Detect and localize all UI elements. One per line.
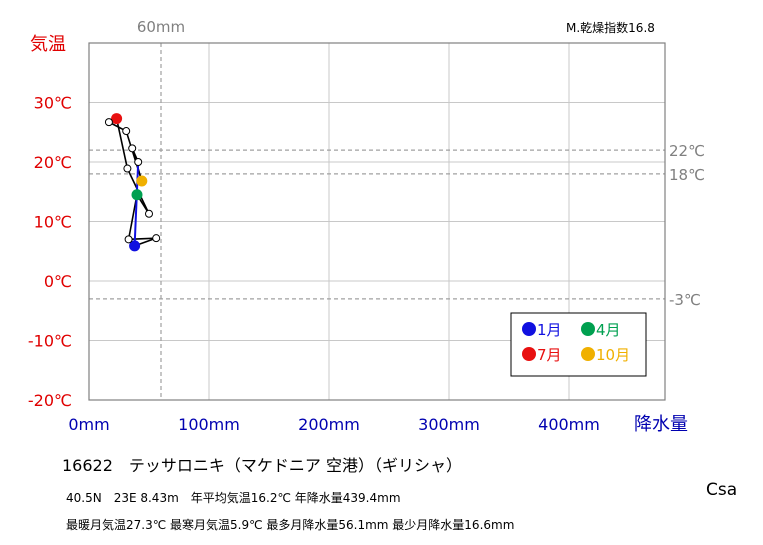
month-point-7 (111, 113, 123, 125)
month-segment (133, 161, 140, 246)
legend: 1月 4月 7月 10月 (510, 312, 647, 377)
ref-label-60mm: 60mm (137, 18, 185, 36)
ref-label-18c: 18℃ (669, 166, 705, 184)
legend-label: 1月 (537, 321, 562, 339)
month-point-6 (123, 164, 132, 173)
station-info-line-2: 最暖月気温27.3℃ 最寒月気温5.9℃ 最多月降水量56.1mm 最少月降水量… (66, 518, 515, 532)
legend-label: 7月 (537, 346, 562, 364)
reference-lines: 60mm 22℃ 18℃ -3℃ (89, 18, 705, 400)
climate-class: Csa (706, 480, 738, 500)
legend-label: 10月 (596, 346, 630, 364)
month-point-11 (128, 144, 137, 153)
legend-marker (522, 322, 536, 336)
x-tick-label: 100mm (178, 415, 240, 434)
legend-label: 4月 (596, 321, 621, 339)
x-axis-title: 降水量 (634, 414, 688, 435)
legend-box (510, 312, 647, 377)
y-tick-label: -10℃ (28, 332, 72, 351)
month-point-12 (134, 158, 143, 166)
ref-label-minus3c: -3℃ (669, 291, 701, 309)
x-tick-label: 300mm (418, 415, 480, 434)
y-tick-label: 0℃ (44, 272, 72, 291)
month-point-10 (136, 175, 148, 187)
month-segment (128, 237, 157, 241)
legend-marker (522, 347, 536, 361)
x-tick-label: 400mm (538, 415, 600, 434)
grid-lines (89, 43, 665, 400)
y-tick-label: 20℃ (34, 153, 72, 172)
legend-marker (581, 322, 595, 336)
month-point-3 (124, 235, 133, 244)
y-axis-title: 気温 (30, 34, 66, 55)
month-point-9 (122, 127, 131, 136)
y-tick-label: 30℃ (34, 94, 72, 113)
dryness-index: M.乾燥指数16.8 (566, 21, 655, 35)
month-point-1 (129, 240, 141, 252)
axis-labels: 気温 30℃ 20℃ 10℃ 0℃ -10℃ -20℃ 0mm 100mm 200mm 300mm 4… (28, 34, 688, 435)
x-tick-label: 0mm (68, 415, 109, 434)
month-point-4 (131, 189, 143, 201)
station-info-line-1: 40.5N 23E 8.43m 年平均気温16.2℃ 年降水量439.4mm (66, 491, 401, 505)
y-tick-label: 10℃ (34, 213, 72, 232)
month-point-8 (104, 118, 113, 127)
y-tick-label: -20℃ (28, 391, 72, 410)
plot-frame (88, 42, 666, 401)
x-tick-label: 200mm (298, 415, 360, 434)
station-title: 16622 テッサロニキ（マケドニア 空港）（ギリシャ） (62, 456, 462, 475)
ref-label-22c: 22℃ (669, 142, 705, 160)
month-point-2 (152, 234, 161, 243)
month-point-5 (145, 209, 153, 218)
climate-series (104, 113, 161, 252)
legend-marker (581, 347, 595, 361)
